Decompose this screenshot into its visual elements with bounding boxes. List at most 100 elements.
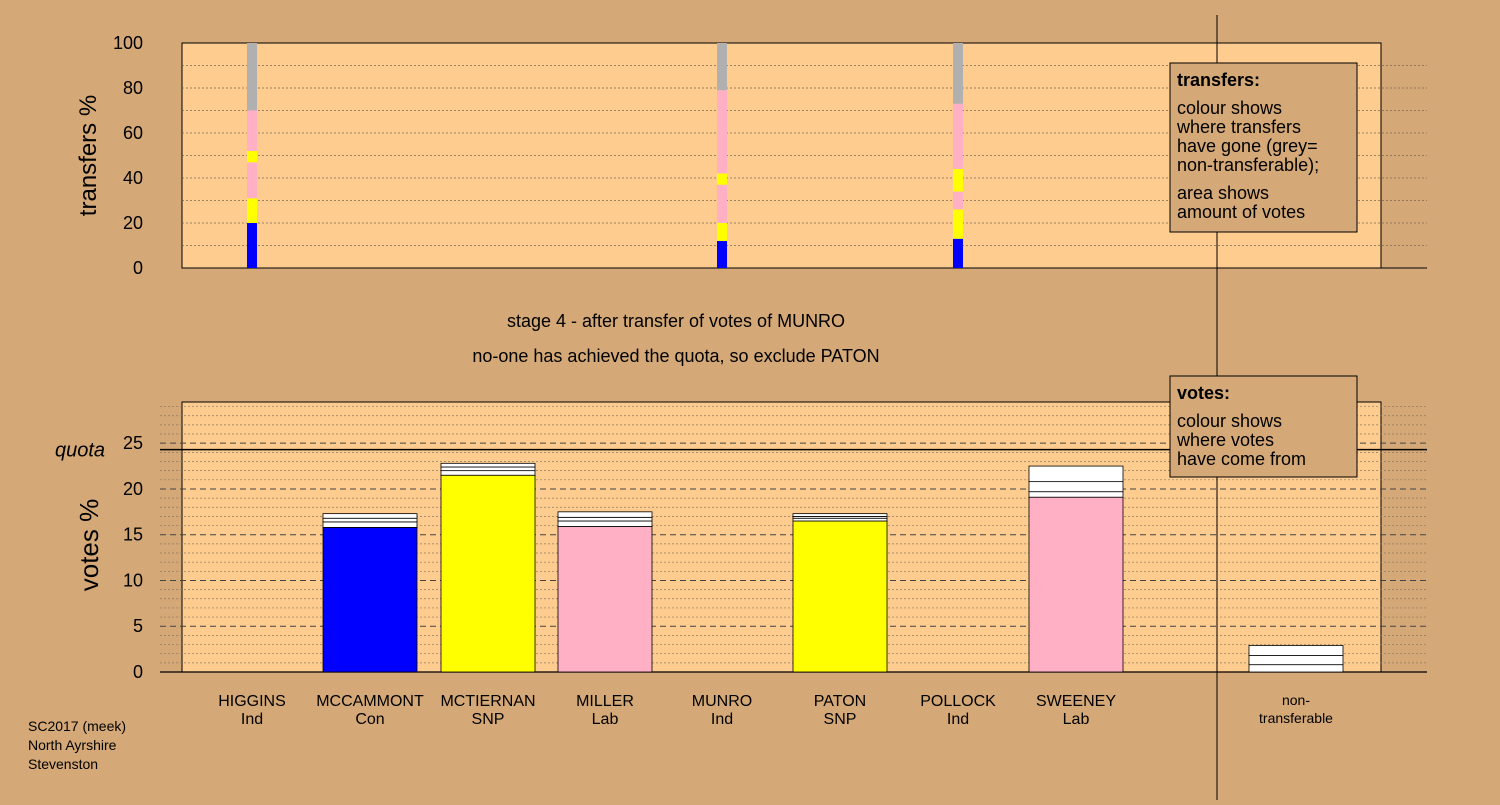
candidate-labels: HIGGINSIndMCCAMMONTConMCTIERNANSNPMILLER… [218, 692, 1333, 728]
transfers-legend-line: area shows [1177, 183, 1269, 203]
vote-bar-base [792, 520, 888, 673]
transfer-segment [953, 103, 963, 169]
transfer-segment [247, 110, 257, 151]
votes-y-tick-label: 20 [123, 479, 143, 499]
vote-bar-base [557, 526, 653, 673]
transfers-legend-line: amount of votes [1177, 202, 1305, 222]
transfers-y-tick-label: 0 [133, 258, 143, 278]
transfers-legend-line: have gone (grey= [1177, 136, 1318, 156]
footer: SC2017 (meek) North Ayrshire Stevenston [28, 718, 126, 772]
transfer-segment [247, 43, 257, 111]
transfers-y-tick-label: 100 [113, 33, 143, 53]
footer-line: North Ayrshire [28, 737, 117, 753]
candidate-party: Lab [1063, 711, 1090, 728]
vote-bar-transfer-segment [557, 520, 653, 527]
votes-legend: votes: colour shows where votes have com… [1169, 375, 1358, 478]
footer-line: Stevenston [28, 756, 98, 772]
transfers-legend-title: transfers: [1177, 70, 1260, 90]
transfer-segment [717, 184, 727, 223]
votes-y-tick-label: 5 [133, 616, 143, 636]
transfer-segment [953, 169, 963, 192]
non-transferable-label: transferable [1259, 710, 1333, 726]
vote-bar-transfer-segment [440, 470, 536, 476]
votes-y-tick-label: 25 [123, 433, 143, 453]
transfer-segment [247, 198, 257, 223]
votes-y-tick-label: 0 [133, 662, 143, 682]
votes-y-axis: 0 5 10 15 20 25 votes % [74, 433, 143, 682]
votes-y-tick-label: 15 [123, 525, 143, 545]
quota-label: quota [55, 440, 105, 462]
vote-bar-base [1028, 496, 1124, 673]
votes-legend-title: votes: [1177, 383, 1230, 403]
candidate-party: Ind [711, 711, 733, 728]
transfer-segment [953, 238, 963, 268]
vote-bar-transfer-segment [557, 516, 653, 522]
votes-bars [322, 462, 1344, 673]
votes-y-axis-label: votes % [74, 499, 104, 592]
vote-bar-transfer-segment [1028, 465, 1124, 483]
vote-bar-transfer-segment [1028, 481, 1124, 493]
vote-bar-transfer-segment [322, 513, 418, 519]
vote-bar-transfer-segment [1028, 491, 1124, 498]
candidate-name: MCCAMMONT [316, 693, 424, 710]
transfer-segment [717, 241, 727, 268]
votes-legend-line: have come from [1177, 449, 1306, 469]
candidate-party: Lab [592, 711, 619, 728]
transfer-segment [247, 151, 257, 163]
vote-bar-transfer-segment [440, 466, 536, 472]
transfers-legend-line: colour shows [1177, 98, 1282, 118]
transfer-segment [717, 90, 727, 174]
vote-bar-base [322, 526, 418, 673]
candidate-party: Ind [947, 711, 969, 728]
vote-bar-transfer-segment [792, 517, 888, 522]
transfer-segment [717, 223, 727, 241]
transfers-y-axis-label: transfers % [75, 95, 102, 216]
candidate-name: POLLOCK [920, 693, 996, 710]
transfers-y-tick-label: 60 [123, 123, 143, 143]
votes-y-tick-label: 10 [123, 570, 143, 590]
vote-bar-transfer-segment [792, 513, 888, 517]
transfers-y-tick-label: 40 [123, 168, 143, 188]
vote-bar-transfer-segment [557, 511, 653, 518]
transfer-segment [953, 209, 963, 239]
candidate-name: HIGGINS [218, 693, 286, 710]
non-transferable-segment [1248, 655, 1344, 666]
transfers-legend-line: where transfers [1176, 117, 1301, 137]
vote-bar-base [440, 474, 536, 673]
transfers-y-tick-label: 80 [123, 78, 143, 98]
vote-bar-transfer-segment [322, 521, 418, 528]
votes-legend-line: where votes [1176, 430, 1274, 450]
transfers-bars [247, 43, 963, 268]
candidate-party: Con [355, 711, 384, 728]
candidate-party: SNP [472, 711, 505, 728]
transfers-legend-line: non-transferable); [1177, 155, 1319, 175]
transfers-legend: transfers: colour shows where transfers … [1169, 62, 1358, 233]
votes-legend-line: colour shows [1177, 411, 1282, 431]
candidate-name: SWEENEY [1036, 693, 1116, 710]
transfer-segment [953, 43, 963, 104]
stage-title: stage 4 - after transfer of votes of MUN… [507, 311, 845, 331]
votes-legend-box [1169, 375, 1358, 478]
candidate-name: MILLER [576, 693, 634, 710]
stage-subtitle: no-one has achieved the quota, so exclud… [472, 346, 879, 366]
vote-bar-transfer-segment [322, 517, 418, 523]
vote-bar-transfer-segment [440, 462, 536, 468]
candidate-name: PATON [814, 693, 866, 710]
candidate-party: SNP [824, 711, 857, 728]
transfer-segment [953, 191, 963, 210]
transfer-segment [247, 223, 257, 268]
transfers-y-axis: 0 20 40 60 80 100 transfers % [75, 33, 143, 278]
transfers-legend-box [1169, 62, 1358, 233]
candidate-name: MUNRO [692, 693, 752, 710]
non-transferable-segment [1248, 664, 1344, 673]
candidate-name: MCTIERNAN [440, 693, 535, 710]
transfer-segment [247, 162, 257, 199]
non-transferable-label: non- [1282, 692, 1310, 708]
transfers-y-tick-label: 20 [123, 213, 143, 233]
transfer-segment [717, 43, 727, 91]
transfer-segment [717, 173, 727, 185]
candidate-party: Ind [241, 711, 263, 728]
non-transferable-segment [1248, 645, 1344, 656]
footer-line: SC2017 (meek) [28, 718, 126, 734]
